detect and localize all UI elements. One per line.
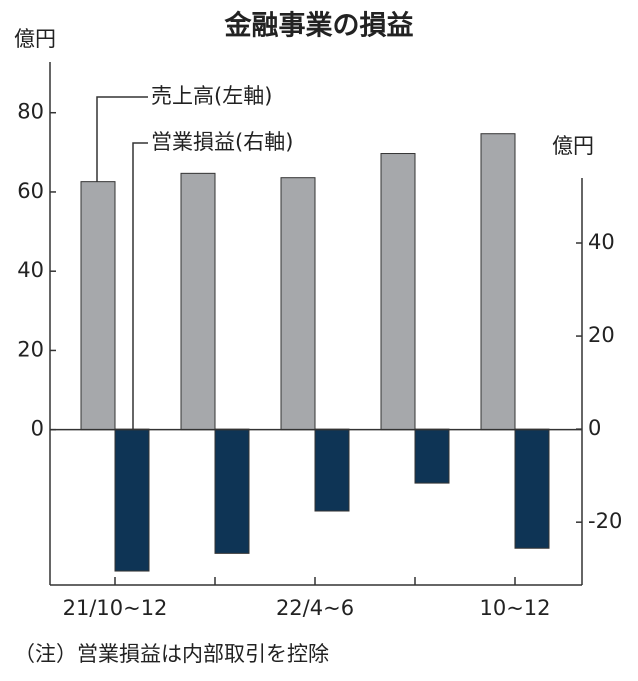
y2-tick-label: 40 (588, 230, 615, 254)
x-tick-label: 10~12 (479, 596, 550, 620)
legend-leader (96, 96, 148, 182)
y-tick-label: 80 (17, 100, 44, 124)
legend-leader (132, 142, 148, 430)
bar (480, 133, 516, 431)
bar (80, 181, 116, 431)
bar (214, 428, 250, 554)
legend-label: 売上高(左軸) (151, 84, 272, 108)
x-tick-label: 22/4~6 (276, 596, 354, 620)
legend-label: 営業損益(右軸) (151, 130, 293, 154)
note: （注）営業損益は内部取引を控除 (14, 642, 329, 666)
bar (114, 428, 150, 572)
bar (280, 177, 316, 431)
y2-tick-label: 20 (588, 323, 615, 347)
bar (180, 172, 216, 431)
y2-tick-label: 0 (588, 416, 601, 440)
bar (514, 428, 550, 549)
y2-axis-unit: 億円 (552, 134, 594, 158)
y-tick-label: 20 (17, 337, 44, 361)
y-tick-label: 0 (31, 417, 44, 441)
y-tick-label: 60 (17, 179, 44, 203)
bar (380, 153, 416, 431)
y2-tick-label: -20 (588, 509, 622, 533)
y-tick-label: 40 (17, 258, 44, 282)
bar (414, 428, 450, 484)
bar (314, 428, 350, 512)
chart-title: 金融事業の損益 (224, 10, 414, 42)
y-axis-unit: 億円 (14, 27, 56, 51)
x-tick-label: 21/10~12 (63, 596, 168, 620)
